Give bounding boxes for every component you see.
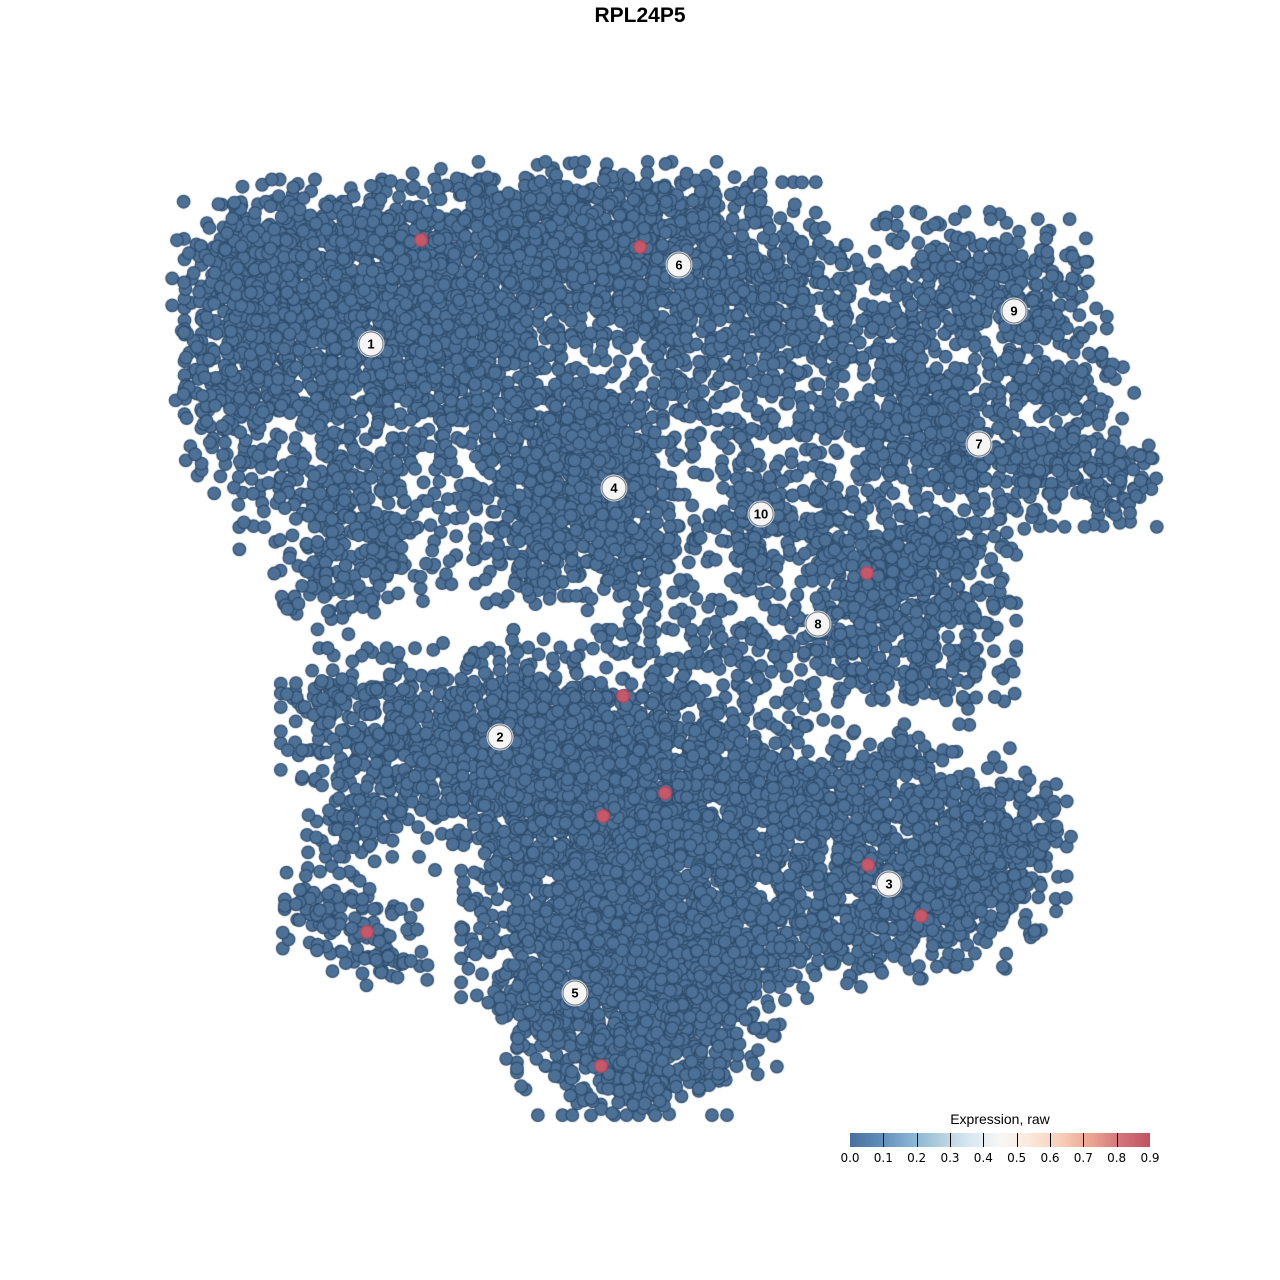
scatter-canvas: [0, 0, 1280, 1280]
